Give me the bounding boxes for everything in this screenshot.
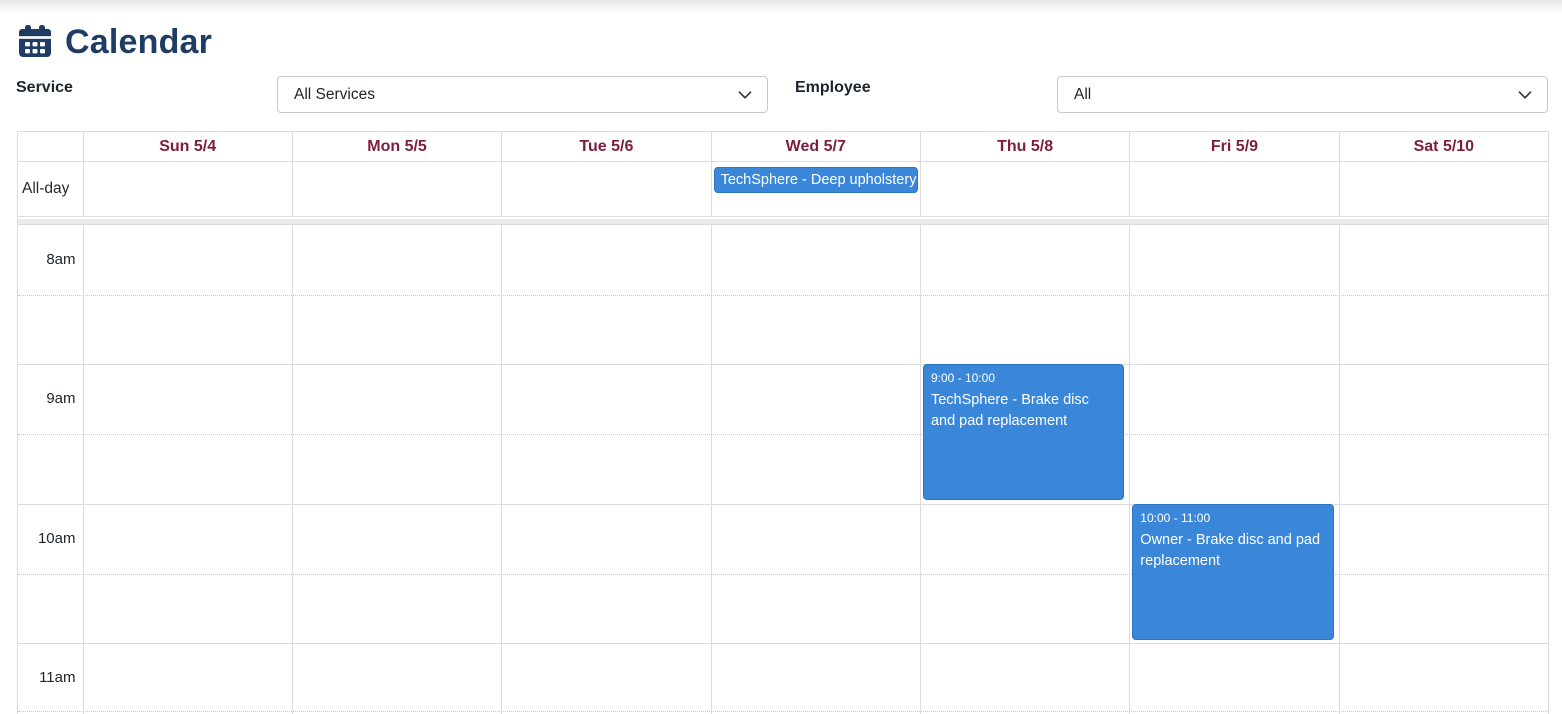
- service-label: Service: [16, 79, 73, 96]
- event-time: 10:00 - 11:00: [1140, 511, 1211, 525]
- time-label-8am: 8am: [46, 251, 76, 268]
- time-gutter: 8am 9am 10am 11am: [18, 225, 83, 714]
- day-column-wed[interactable]: [710, 225, 920, 714]
- allday-label: All-day: [22, 180, 70, 197]
- page-header: Calendar: [16, 20, 212, 64]
- event-owner-brake-disc[interactable]: 10:00 - 11:00 Owner - Brake disc and pad…: [1132, 504, 1334, 640]
- chevron-down-icon: [737, 87, 753, 103]
- time-label-9am: 9am: [46, 390, 76, 407]
- calendar-icon: [16, 23, 54, 61]
- employee-select[interactable]: All: [1057, 76, 1548, 113]
- page-title: Calendar: [65, 22, 213, 61]
- day-header-mon: Mon 5/5: [291, 132, 501, 161]
- allday-timegrid-divider: [18, 217, 1548, 225]
- day-header-wed: Wed 5/7: [710, 132, 920, 161]
- allday-row: All-day TechSphere - Deep upholstery: [18, 162, 1548, 217]
- day-column-fri[interactable]: 10:00 - 11:00 Owner - Brake disc and pad…: [1129, 225, 1338, 714]
- calendar-grid: Sun 5/4 Mon 5/5 Tue 5/6 Wed 5/7 Thu 5/8 …: [17, 131, 1549, 714]
- event-techsphere-brake-disc[interactable]: 9:00 - 10:00 TechSphere - Brake disc and…: [922, 364, 1125, 500]
- day-header-sat: Sat 5/10: [1338, 132, 1548, 161]
- day-header-row: Sun 5/4 Mon 5/5 Tue 5/6 Wed 5/7 Thu 5/8 …: [18, 132, 1548, 162]
- top-gradient: [0, 0, 1562, 15]
- allday-cell-sun[interactable]: [82, 162, 292, 216]
- day-header-thu: Thu 5/8: [919, 132, 1129, 161]
- event-title: TechSphere - Brake disc and pad replacem…: [930, 392, 1089, 429]
- allday-cell-tue[interactable]: [501, 162, 710, 216]
- day-column-sat[interactable]: [1338, 225, 1548, 714]
- service-select[interactable]: All Services: [277, 76, 768, 113]
- allday-cell-fri[interactable]: [1129, 162, 1338, 216]
- event-title: Owner - Brake disc and pad replacement: [1140, 532, 1321, 569]
- day-column-tue[interactable]: [501, 225, 710, 714]
- allday-cell-wed[interactable]: TechSphere - Deep upholstery: [710, 162, 920, 216]
- time-label-11am: 11am: [39, 669, 76, 686]
- day-column-mon[interactable]: [291, 225, 501, 714]
- header-gutter: [18, 132, 83, 161]
- time-grid: 8am 9am 10am 11am 9:00 - 10:00 TechSpher…: [18, 225, 1548, 714]
- time-label-10am: 10am: [37, 530, 76, 547]
- event-time: 9:00 - 10:00: [930, 371, 995, 385]
- allday-cell-thu[interactable]: [919, 162, 1129, 216]
- allday-event-techsphere-deep-upholstery[interactable]: TechSphere - Deep upholstery: [713, 167, 918, 193]
- day-header-tue: Tue 5/6: [501, 132, 710, 161]
- chevron-down-icon: [1517, 87, 1533, 103]
- service-select-value: All Services: [294, 85, 375, 103]
- employee-label: Employee: [795, 79, 871, 96]
- day-header-sun: Sun 5/4: [82, 132, 292, 161]
- day-column-thu[interactable]: 9:00 - 10:00 TechSphere - Brake disc and…: [919, 225, 1129, 714]
- allday-cell-mon[interactable]: [291, 162, 501, 216]
- allday-cell-sat[interactable]: [1338, 162, 1548, 216]
- day-column-sun[interactable]: [82, 225, 292, 714]
- employee-select-value: All: [1074, 85, 1092, 103]
- day-header-fri: Fri 5/9: [1129, 132, 1338, 161]
